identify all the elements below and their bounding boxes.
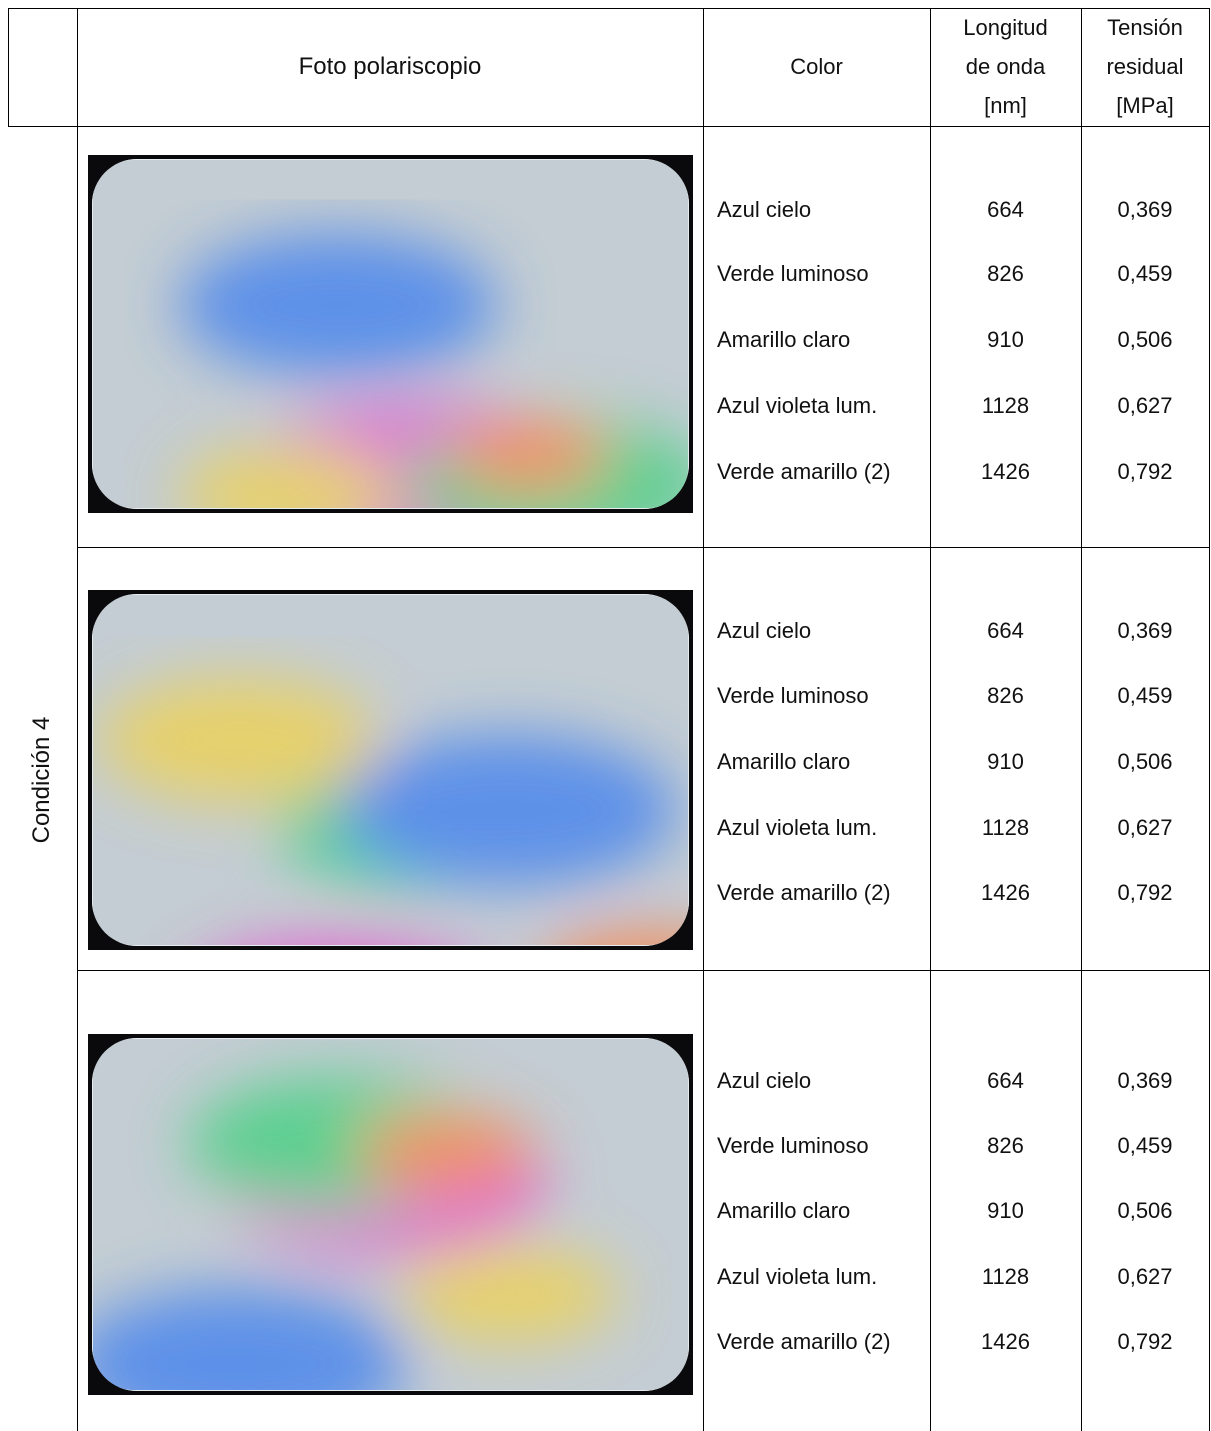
table-border — [8, 8, 1210, 9]
header-cell: residual — [1106, 54, 1184, 79]
polariscope-photo — [88, 155, 693, 513]
stress-cell: 0,369 — [1117, 197, 1173, 222]
stress-cell: 0,459 — [1117, 1133, 1173, 1158]
wavelength-cell: 826 — [987, 261, 1024, 286]
table-border — [77, 970, 1210, 971]
table-border — [77, 8, 78, 1431]
table-border — [77, 547, 1210, 548]
table-border — [8, 8, 9, 127]
header-cell: Longitud — [963, 15, 1048, 40]
color-cell: Azul violeta lum. — [717, 393, 878, 418]
color-cell: Verde luminoso — [717, 1133, 869, 1158]
table-border — [930, 8, 931, 1431]
wavelength-cell: 664 — [987, 618, 1024, 643]
wavelength-cell: 1128 — [981, 815, 1030, 840]
stress-cell: 0,459 — [1117, 683, 1173, 708]
stress-cell: 0,506 — [1117, 1198, 1173, 1223]
color-cell: Verde amarillo (2) — [717, 459, 891, 484]
polariscope-photo — [88, 1034, 693, 1395]
header-cell: [nm] — [984, 93, 1027, 118]
color-cell: Verde luminoso — [717, 261, 869, 286]
stress-cell: 0,792 — [1117, 459, 1173, 484]
wavelength-cell: 1426 — [981, 459, 1030, 484]
wavelength-cell: 826 — [987, 683, 1024, 708]
wavelength-cell: 910 — [987, 749, 1024, 774]
color-cell: Amarillo claro — [717, 749, 851, 774]
color-cell: Azul violeta lum. — [717, 1264, 878, 1289]
color-cell: Azul cielo — [717, 197, 812, 222]
color-cell: Verde amarillo (2) — [717, 880, 891, 905]
color-cell: Verde amarillo (2) — [717, 1329, 891, 1354]
header-cell: Tensión — [1107, 15, 1183, 40]
wavelength-cell: 1426 — [981, 1329, 1030, 1354]
header-cell: Foto polariscopio — [298, 53, 482, 80]
stress-cell: 0,459 — [1117, 261, 1173, 286]
table-border — [8, 126, 1210, 127]
color-cell: Azul cielo — [717, 1068, 812, 1093]
wavelength-cell: 910 — [987, 327, 1024, 352]
color-cell: Azul cielo — [717, 618, 812, 643]
table-border — [1209, 8, 1210, 1431]
stress-cell: 0,627 — [1117, 393, 1173, 418]
table-border — [1081, 8, 1082, 1431]
wavelength-cell: 1128 — [981, 1264, 1030, 1289]
stress-cell: 0,369 — [1117, 1068, 1173, 1093]
color-cell: Azul violeta lum. — [717, 815, 878, 840]
header-cell: Color — [790, 54, 843, 79]
stress-cell: 0,792 — [1117, 880, 1173, 905]
wavelength-cell: 826 — [987, 1133, 1024, 1158]
color-cell: Amarillo claro — [717, 327, 851, 352]
color-cell: Amarillo claro — [717, 1198, 851, 1223]
polariscope-photo — [88, 590, 693, 950]
condition-label: Condición 4 — [28, 716, 55, 844]
stress-cell: 0,506 — [1117, 327, 1173, 352]
wavelength-cell: 1128 — [981, 393, 1030, 418]
stress-cell: 0,506 — [1117, 749, 1173, 774]
wavelength-cell: 664 — [987, 197, 1024, 222]
wavelength-cell: 1426 — [981, 880, 1030, 905]
header-cell: [MPa] — [1116, 93, 1174, 118]
color-cell: Verde luminoso — [717, 683, 869, 708]
table-border — [703, 8, 704, 1431]
stress-cell: 0,627 — [1117, 815, 1173, 840]
wavelength-cell: 910 — [987, 1198, 1024, 1223]
stress-cell: 0,627 — [1117, 1264, 1173, 1289]
wavelength-cell: 664 — [987, 1068, 1024, 1093]
stress-cell: 0,369 — [1117, 618, 1173, 643]
stress-cell: 0,792 — [1117, 1329, 1173, 1354]
header-cell: de onda — [965, 54, 1046, 79]
